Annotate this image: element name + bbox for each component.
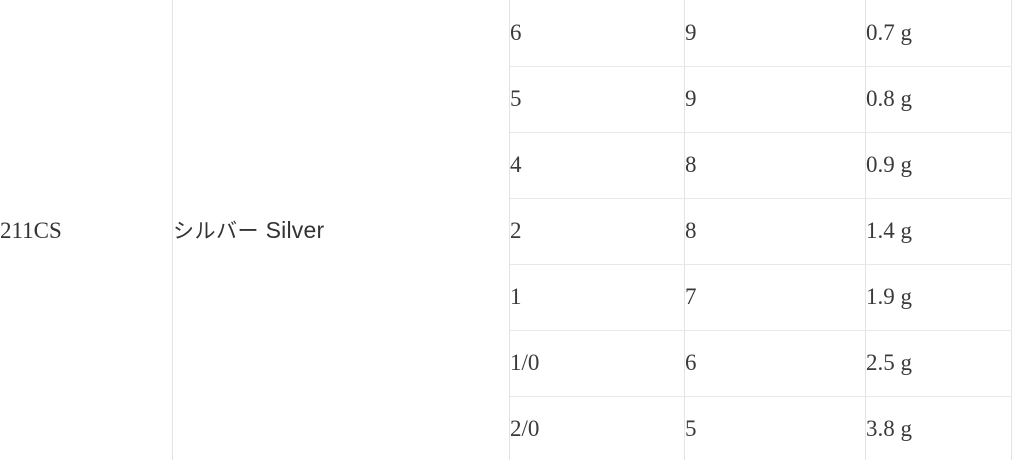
cell-color: シルバー Silver [172,0,510,460]
table-row: 2/0 5 3.8 g [0,396,1019,460]
cell-size: 6 [684,330,866,397]
table-row: 1 7 1.9 g [0,264,1019,331]
cell-hook-size: 1/0 [509,330,685,397]
cell-weight: 0.7 g [865,0,1012,67]
cell-size: 8 [684,132,866,199]
cell-tail-spacer [1011,66,1019,132]
cell-tail-spacer [1011,132,1019,198]
table-row: 2 8 1.4 g [0,198,1019,265]
cell-weight: 1.4 g [865,198,1012,265]
color-label-jp: シルバー [173,219,259,244]
cell-hook-size: 2 [509,198,685,265]
cell-weight: 1.9 g [865,264,1012,331]
cell-size: 5 [684,396,866,460]
cell-hook-size: 5 [509,66,685,133]
table-row: 1/0 6 2.5 g [0,330,1019,397]
cell-size: 7 [684,264,866,331]
cell-weight: 0.8 g [865,66,1012,133]
cell-weight: 2.5 g [865,330,1012,397]
color-label-en [259,217,266,243]
cell-hook-size: 2/0 [509,396,685,460]
cell-hook-size: 1 [509,264,685,331]
color-label-en-text: Silver [265,217,325,244]
cell-size: 9 [684,66,866,133]
cell-size: 9 [684,0,866,67]
cell-tail-spacer [1011,264,1019,330]
cell-tail-spacer [1011,396,1019,460]
cell-hook-size: 6 [509,0,685,67]
table-row: 5 9 0.8 g [0,66,1019,133]
cell-model: 211CS [0,0,173,460]
cell-tail-spacer [1011,0,1019,66]
table-row: 4 8 0.9 g [0,132,1019,199]
cell-weight: 3.8 g [865,396,1012,460]
cell-tail-spacer [1011,330,1019,396]
cell-weight: 0.9 g [865,132,1012,199]
cell-hook-size: 4 [509,132,685,199]
cell-size: 8 [684,198,866,265]
cell-tail-spacer [1011,198,1019,264]
